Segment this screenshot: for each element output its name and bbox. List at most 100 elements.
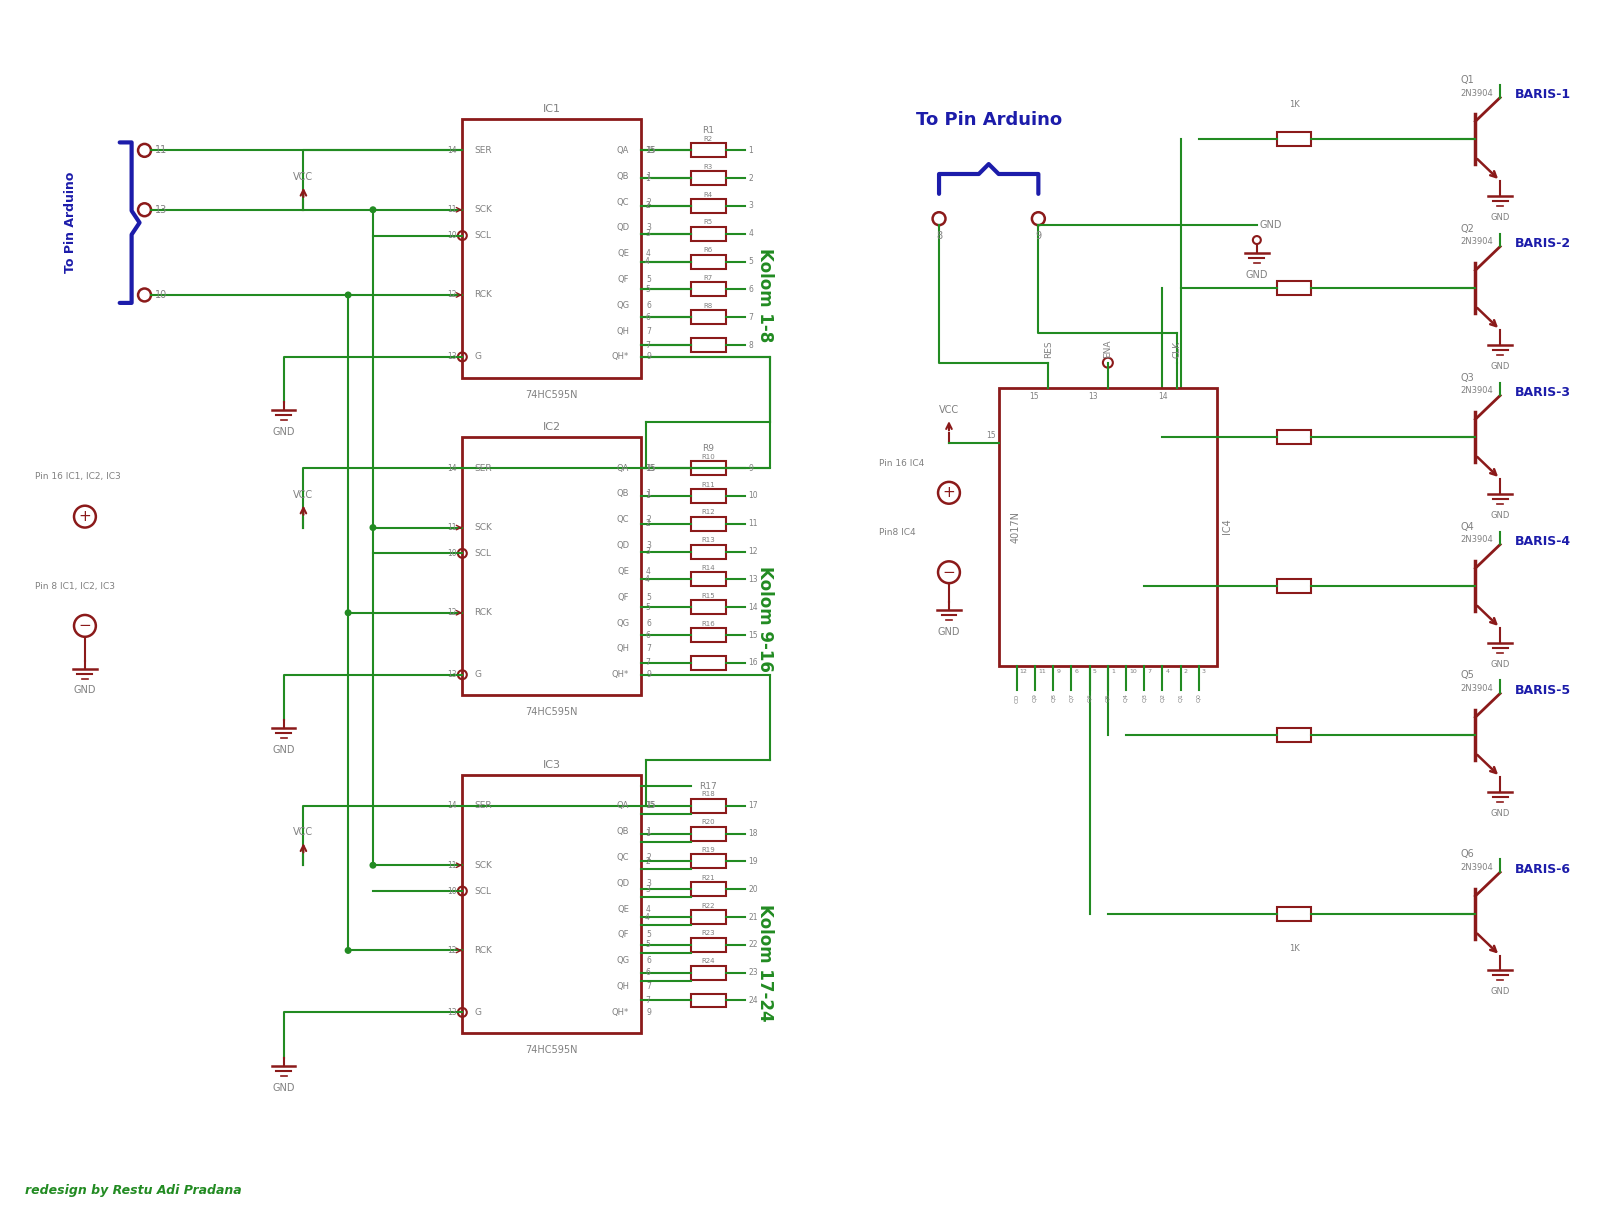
Bar [691,282,725,297]
Text: 2: 2 [645,519,650,528]
Circle shape [346,292,350,298]
Text: 2N3904: 2N3904 [1461,89,1493,97]
Text: GND: GND [74,686,96,696]
Text: GND: GND [272,1082,294,1093]
Text: 1: 1 [645,491,650,501]
Text: Kolom 17-24: Kolom 17-24 [757,903,774,1021]
Circle shape [346,947,350,953]
Text: Pin 16 IC1, IC2, IC3: Pin 16 IC1, IC2, IC3 [35,472,122,482]
Text: 5: 5 [645,285,650,294]
Text: QF: QF [618,275,629,285]
Text: 14: 14 [446,146,456,154]
Text: R22: R22 [701,902,715,908]
Text: QE: QE [618,905,629,913]
Text: 9: 9 [749,463,754,473]
Text: 18: 18 [749,829,758,838]
Text: 2: 2 [749,174,754,182]
Text: G: G [474,353,482,361]
Text: GND: GND [1491,511,1510,519]
Text: 5: 5 [646,592,651,602]
Circle shape [370,207,376,213]
Bar [691,910,725,924]
Text: 11: 11 [446,523,456,533]
Text: 14: 14 [446,801,456,810]
Text: R21: R21 [701,874,715,880]
Text: 1: 1 [646,171,651,181]
Text: QF: QF [618,592,629,602]
Text: QF: QF [618,930,629,940]
Text: 6: 6 [645,968,650,978]
Text: GND: GND [272,427,294,438]
Text: 13: 13 [446,353,456,361]
Text: Q7: Q7 [1069,693,1074,703]
Text: 9: 9 [646,670,651,680]
Text: GND: GND [1491,213,1510,221]
Text: 13: 13 [749,575,758,584]
Text: 74HC595N: 74HC595N [525,708,578,717]
Text: 5: 5 [749,257,754,266]
Bar [691,855,725,868]
Text: RCK: RCK [474,946,493,955]
Text: 2N3904: 2N3904 [1461,387,1493,395]
Text: 8: 8 [749,340,754,349]
Text: Pin8 IC4: Pin8 IC4 [880,528,917,537]
Text: 5: 5 [646,930,651,940]
Bar [691,573,725,586]
Bar [1277,133,1312,146]
Text: BARIS-3: BARIS-3 [1515,385,1571,399]
Bar [462,775,642,1034]
Text: BARIS-4: BARIS-4 [1515,535,1571,548]
Text: 10: 10 [446,231,456,240]
Bar [691,799,725,812]
Text: 4017N: 4017N [1011,511,1021,542]
Text: SER: SER [474,146,491,154]
Text: 19: 19 [749,857,758,866]
Text: 1: 1 [645,174,650,182]
Text: Q0: Q0 [1197,693,1202,703]
Text: VCC: VCC [293,490,314,500]
Text: 13: 13 [446,670,456,680]
Text: Q8: Q8 [1051,693,1056,703]
Text: 3: 3 [646,541,651,550]
Text: SER: SER [474,463,491,473]
Text: 6: 6 [749,285,754,294]
Text: R16: R16 [701,620,715,626]
Text: 2: 2 [646,197,651,207]
Text: QA: QA [618,801,629,810]
Text: GND: GND [1259,220,1282,230]
Text: G: G [474,1008,482,1017]
Text: 14: 14 [749,603,758,612]
Text: GND: GND [272,745,294,755]
Bar [691,993,725,1007]
Text: CLK: CLK [1173,340,1182,358]
Text: 7: 7 [645,658,650,668]
Text: 4: 4 [646,905,651,913]
Text: 15: 15 [645,801,654,810]
Text: IC4: IC4 [1222,519,1232,535]
Text: QC: QC [616,852,629,862]
Text: VCC: VCC [293,827,314,838]
Text: R6: R6 [704,247,712,253]
Text: 5: 5 [645,940,650,950]
Text: R8: R8 [704,303,712,309]
Text: Pin 8 IC1, IC2, IC3: Pin 8 IC1, IC2, IC3 [35,581,115,591]
Text: To Pin Arduino: To Pin Arduino [64,171,77,274]
Text: SCL: SCL [474,231,491,240]
Text: Q4: Q4 [1123,693,1128,703]
Text: ENA: ENA [1104,339,1112,358]
Text: 10: 10 [446,886,456,895]
Text: 7: 7 [1147,669,1152,674]
Text: 3: 3 [646,879,651,888]
Text: QG: QG [616,300,629,310]
Text: 3: 3 [645,885,650,894]
Text: 1: 1 [749,146,754,154]
Text: Q4: Q4 [1461,522,1474,531]
Text: 9: 9 [646,1008,651,1017]
Text: R20: R20 [701,820,715,826]
Text: R5: R5 [704,219,712,225]
Text: 9: 9 [1035,231,1042,241]
Text: R18: R18 [701,792,715,798]
Text: R13: R13 [701,537,715,544]
Text: QG: QG [616,619,629,627]
Text: R2: R2 [704,136,712,142]
